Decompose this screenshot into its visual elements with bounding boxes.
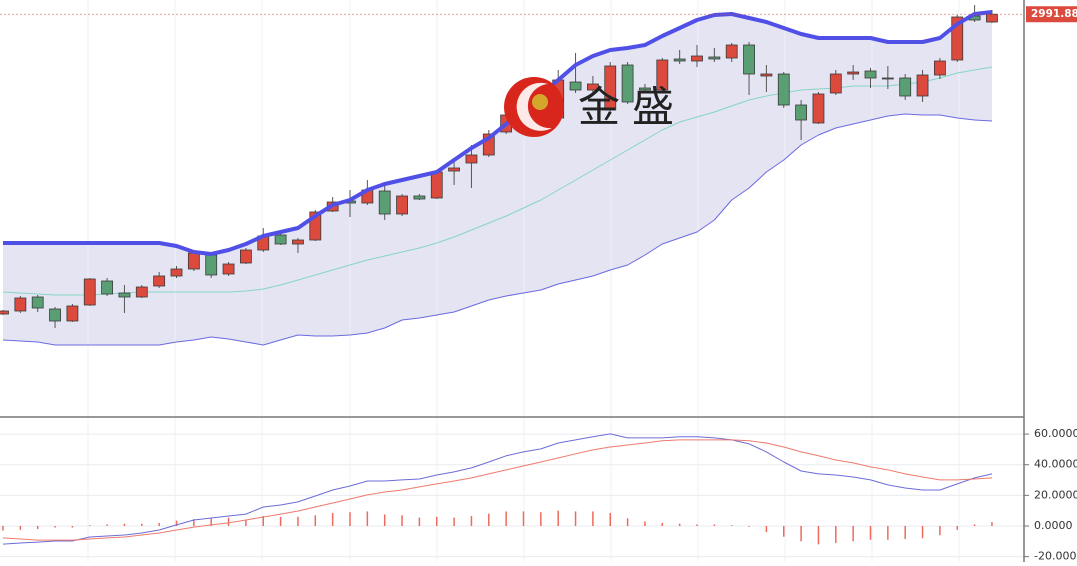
candle-body [135,286,148,298]
candle-body [205,254,218,276]
candle-body [0,310,9,315]
candle-body [725,44,738,59]
candle-body [465,154,478,164]
candle-body [743,44,755,75]
last-price-box [1026,6,1077,23]
candle-body [986,13,998,23]
y-tick-label: 60.0000 [1034,427,1077,440]
lower-band [2,113,993,346]
candle-body [899,77,912,97]
logo-swoosh [516,82,552,131]
last-price-label: 2991.88 [1031,8,1077,20]
candle-body [448,167,461,172]
candle-body [691,55,703,62]
candle-body [482,133,495,156]
candle-body [829,73,842,94]
candle-body [934,60,946,76]
candle-body [118,292,131,298]
candle-body [587,83,599,91]
candle-body [795,104,807,121]
candle-body [847,71,860,75]
candle-body [239,249,252,264]
candle-body [951,16,964,61]
y-tick-label: 40.0000 [1034,458,1077,471]
candle-body [66,305,79,322]
macd-line [2,439,993,541]
candle-body [274,234,287,245]
candle-body [639,87,651,91]
y-tick-label: -20.0000 [1034,550,1077,562]
candle-body [569,81,582,91]
plot-layer [0,5,998,545]
band-fill [3,12,992,345]
candle-body [430,171,443,199]
candle-body [760,73,773,77]
y-tick-label: 0.0000 [1034,519,1073,532]
candle-body [292,239,304,245]
middle-band [2,66,993,296]
y-tick-label: 20.0000 [1034,488,1077,501]
macd-line [2,433,993,545]
candle-body [153,275,166,287]
upper-band [3,10,993,256]
candle-body [309,211,322,241]
candle-body [413,195,426,200]
watermark-logo: 金盛 [504,77,686,137]
candle-body [83,278,96,306]
candle-body [187,252,200,270]
logo-ball [532,94,548,110]
candle-body [621,64,634,103]
candle-body [396,195,408,215]
candle-body [864,70,877,79]
candle-body [708,56,721,60]
candle-body [222,263,235,275]
candle-body [812,93,825,124]
candle-body [378,190,391,215]
candle-body [881,77,894,80]
candle-body [31,296,44,309]
candle-body [656,59,669,91]
candle-body [170,268,183,277]
watermark-text: 金盛 [578,83,686,132]
candle-body [916,74,929,97]
candle-body [101,280,113,295]
candle-body [673,58,686,62]
axis-layer: 2991.88 60.0000 40.0000 20.0000 0.0000 -20.00… [0,6,1077,563]
candle-body [14,297,27,312]
candle-body [49,308,61,322]
candle-body [777,73,790,106]
candle-body [604,65,617,111]
